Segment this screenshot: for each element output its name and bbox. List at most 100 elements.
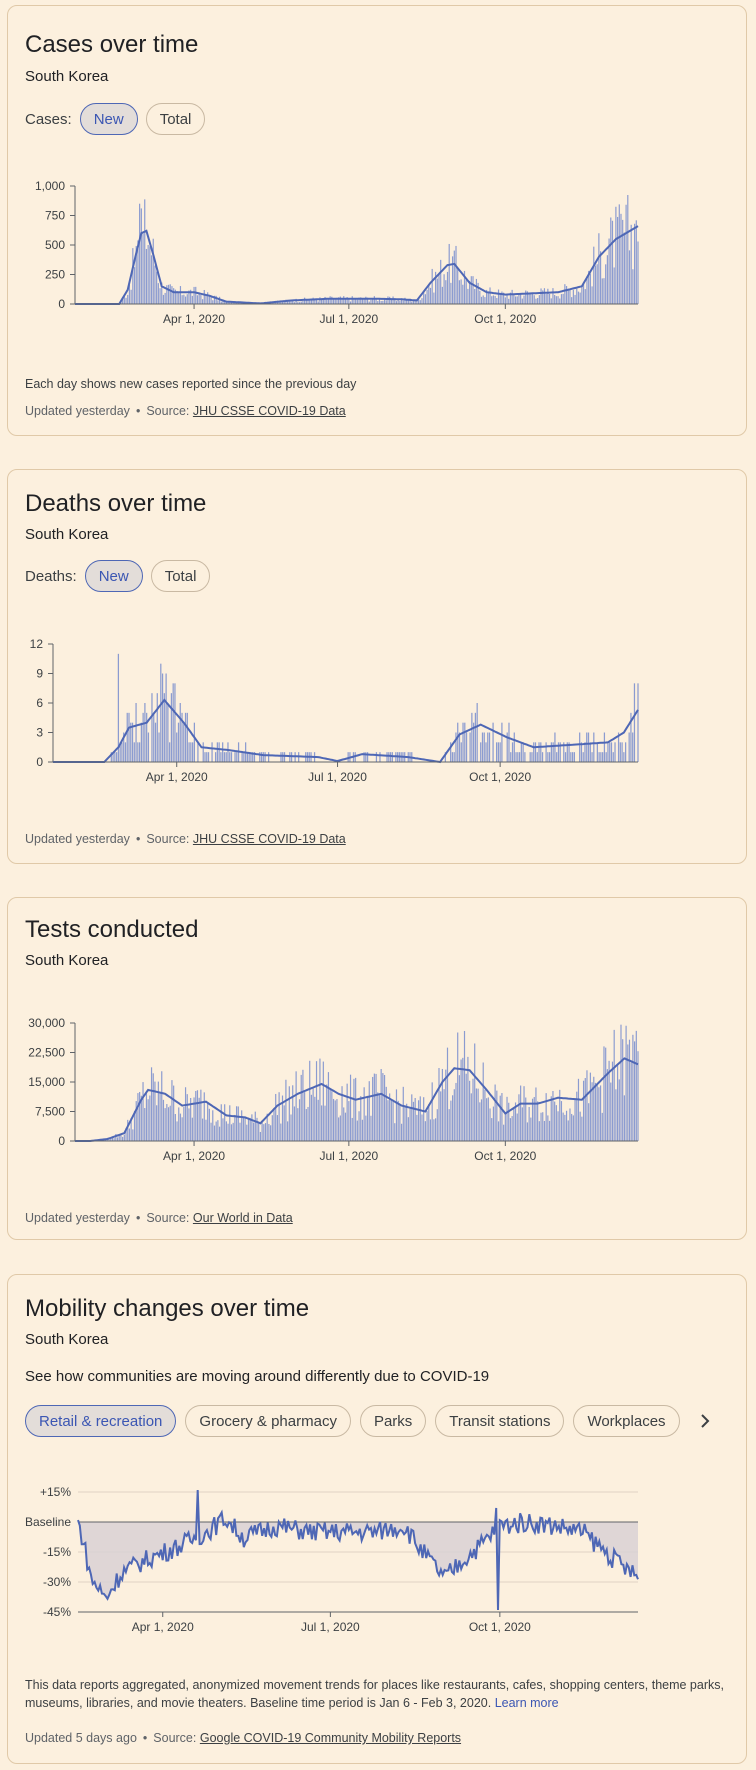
cases-total-button[interactable]: Total <box>145 103 206 135</box>
bar <box>346 297 348 304</box>
bar <box>346 1083 348 1141</box>
bar <box>467 1056 469 1141</box>
bar <box>458 280 461 304</box>
bar <box>637 1051 639 1141</box>
bar <box>195 286 197 304</box>
tab-parks[interactable]: Parks <box>359 1405 427 1437</box>
bar <box>135 703 137 762</box>
bar <box>591 286 593 304</box>
y-tick-label: 1,000 <box>35 179 65 193</box>
x-tick-label: Jul 1, 2020 <box>319 1149 378 1163</box>
bar <box>406 1103 408 1141</box>
bar <box>145 1092 148 1141</box>
bar <box>120 1133 122 1141</box>
bar <box>300 301 302 304</box>
bar <box>356 1120 358 1141</box>
bar <box>480 742 482 762</box>
bar <box>259 752 261 762</box>
tests-source-link[interactable]: Our World in Data <box>192 1211 293 1225</box>
bar <box>314 1096 316 1141</box>
bar <box>167 703 169 762</box>
mobility-source-link[interactable]: Google COVID-19 Community Mobility Repor… <box>199 1731 462 1745</box>
bar <box>487 291 489 304</box>
bar <box>412 1101 415 1141</box>
bar <box>623 1095 625 1141</box>
chevron-right-icon[interactable] <box>695 1405 715 1437</box>
bar <box>183 1106 185 1141</box>
bar <box>525 290 527 304</box>
bar <box>247 1117 250 1141</box>
bar <box>394 1123 396 1141</box>
bar <box>149 246 151 304</box>
y-tick-label: -30% <box>43 1575 71 1589</box>
bar <box>146 712 148 762</box>
bar <box>611 1061 614 1141</box>
bar <box>363 1087 365 1141</box>
bar <box>560 294 563 304</box>
bar <box>628 250 631 304</box>
bar <box>334 1100 336 1141</box>
bar <box>533 295 535 304</box>
bar <box>380 1069 382 1141</box>
bar <box>550 1096 552 1141</box>
bar <box>197 742 199 762</box>
tab-grocery-pharmacy[interactable]: Grocery & pharmacy <box>185 1405 351 1437</box>
bar <box>106 1139 108 1141</box>
bar <box>203 1092 205 1141</box>
tab-retail-recreation[interactable]: Retail & recreation <box>25 1405 177 1437</box>
deaths-new-button[interactable]: New <box>84 560 143 592</box>
bar <box>511 1116 513 1141</box>
bar <box>370 1115 372 1141</box>
mobility-description: This data reports aggregated, anonymized… <box>25 1676 735 1712</box>
bar <box>525 1097 527 1141</box>
cases-new-button[interactable]: New <box>79 103 138 135</box>
tab-workplaces[interactable]: Workplaces <box>573 1405 680 1437</box>
cases-source-link[interactable]: JHU CSSE COVID-19 Data <box>192 404 346 418</box>
bar <box>564 284 566 304</box>
bar <box>611 220 614 304</box>
bar <box>516 1113 518 1141</box>
bar <box>484 1089 486 1141</box>
bar <box>234 752 236 762</box>
tab-transit-stations[interactable]: Transit stations <box>435 1405 565 1437</box>
y-tick-label: 0 <box>36 755 43 769</box>
bar <box>368 301 370 304</box>
bar <box>223 752 226 762</box>
deaths-source-link[interactable]: JHU CSSE COVID-19 Data <box>192 832 346 846</box>
bar <box>125 1127 127 1141</box>
bar <box>492 295 495 304</box>
deaths-title: Deaths over time <box>25 490 207 517</box>
bar <box>321 1105 323 1141</box>
bar <box>453 250 455 304</box>
y-tick-label: 750 <box>45 209 65 223</box>
learn-more-link[interactable]: Learn more <box>494 1696 559 1710</box>
bar <box>159 1093 161 1141</box>
bar <box>135 1101 137 1141</box>
bar <box>474 1043 476 1141</box>
bar <box>613 1029 615 1141</box>
bar <box>147 1099 149 1141</box>
bar <box>465 732 468 762</box>
bar <box>555 1105 557 1141</box>
bar <box>488 732 491 762</box>
bar <box>205 1119 207 1141</box>
bar <box>126 712 128 762</box>
bar <box>137 742 139 762</box>
bar <box>229 302 231 304</box>
bar <box>538 1121 540 1141</box>
bar <box>565 1110 568 1141</box>
deaths-toggle-label: Deaths: <box>25 567 77 585</box>
bar <box>217 300 219 304</box>
bar <box>547 288 549 304</box>
bar <box>440 259 442 304</box>
bar <box>115 1134 117 1141</box>
bar <box>326 1084 328 1141</box>
bar <box>386 752 388 762</box>
deaths-total-button[interactable]: Total <box>150 560 211 592</box>
bar <box>552 1091 554 1141</box>
bar <box>142 712 144 762</box>
bar <box>562 293 564 304</box>
bar <box>193 286 195 304</box>
bar <box>164 1108 166 1141</box>
bar <box>557 742 560 762</box>
